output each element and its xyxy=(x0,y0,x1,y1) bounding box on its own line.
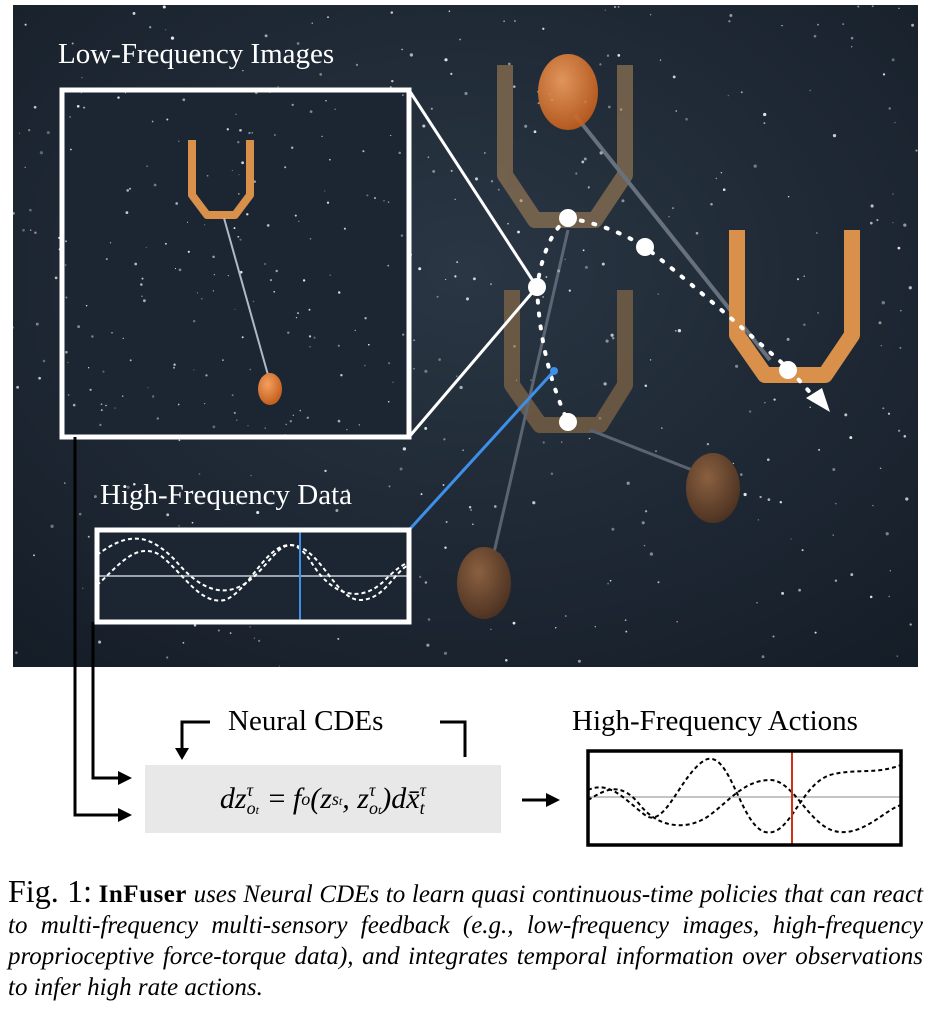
trajectory-point-2 xyxy=(636,238,654,256)
caption-fig-label: Fig. 1: xyxy=(8,873,92,909)
trajectory-path xyxy=(534,216,817,424)
ball-top xyxy=(538,54,598,130)
connector-lines xyxy=(73,437,95,667)
trajectory-point-5 xyxy=(779,361,797,379)
figure-caption: Fig. 1: InFuser uses Neural CDEs to lear… xyxy=(8,873,924,1003)
arrow-to-eq-2 xyxy=(118,808,132,822)
arrow-to-eq-1 xyxy=(118,771,132,785)
ball-right-dim xyxy=(686,453,740,523)
connector-lines-below xyxy=(73,667,548,817)
ball-bottom-dim xyxy=(457,547,511,619)
trajectory-point-1 xyxy=(559,209,577,227)
neural-cdes-label: Neural CDEs xyxy=(228,705,384,737)
caption-text: uses Neural CDEs to learn quasi continuo… xyxy=(8,881,924,1001)
trajectory-point-4 xyxy=(559,413,577,431)
high-freq-data-plot xyxy=(94,369,556,625)
trajectory-arrowhead xyxy=(806,388,830,412)
high-freq-actions-label: High-Frequency Actions xyxy=(572,705,858,737)
high-freq-actions-plot xyxy=(586,749,903,847)
low-freq-images-label: Low-Frequency Images xyxy=(58,38,335,70)
arrow-to-actions xyxy=(546,793,560,807)
high-freq-data-label: High-Frequency Data xyxy=(100,479,353,511)
caption-method-name: InFuser xyxy=(98,881,187,908)
low-freq-image-inset xyxy=(59,87,539,440)
arrow-feedback-down xyxy=(175,748,189,760)
